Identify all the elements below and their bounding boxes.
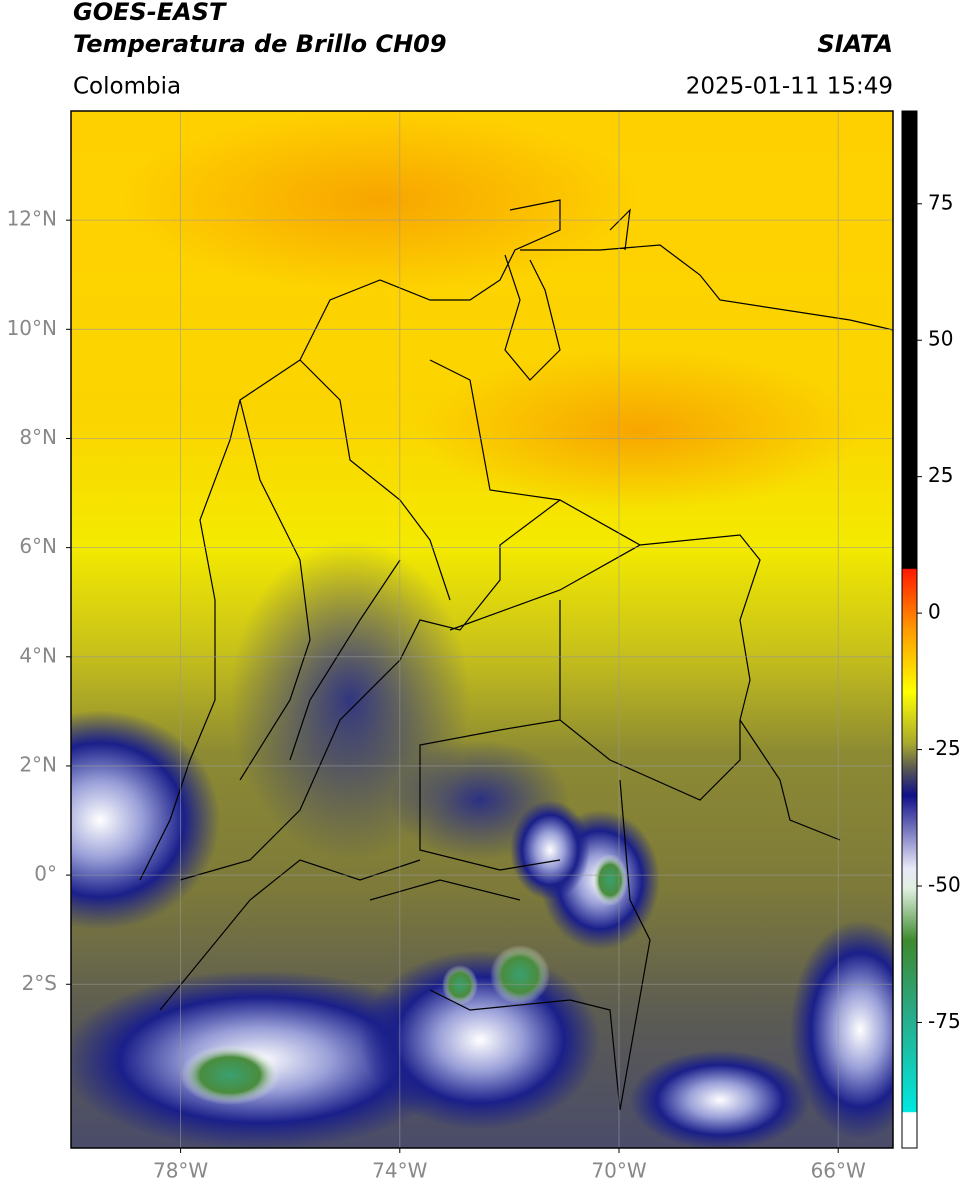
colorbar-tick-label: 50 [928,327,953,351]
lon-tick-label: 74°W [372,1159,427,1183]
source: SIATA [817,30,893,58]
region: Colombia [73,74,181,100]
map-frame [70,110,894,1149]
lon-tick-label: 78°W [153,1159,208,1183]
colorbar-tick-label: 25 [928,463,953,487]
colorbar-tick-label: 0 [928,600,941,624]
lat-tick-label: 2°S [22,971,57,995]
lat-tick-label: 4°N [19,643,57,667]
lat-tick-label: 8°N [19,425,57,449]
satellite-image [71,111,893,1148]
colorbar-tick-label: -25 [928,736,961,760]
colorbar-tick-label: -75 [928,1009,961,1033]
lat-tick-label: 2°N [19,752,57,776]
title: GOES-EAST [73,0,227,26]
datetime: 2025-01-11 15:49 [686,74,893,100]
subtitle: Temperatura de Brillo CH09 [73,30,447,58]
lat-tick-label: 6°N [19,534,57,558]
lon-tick-label: 66°W [811,1159,866,1183]
colorbar-tick-label: 75 [928,190,953,214]
lat-tick-label: 10°N [7,316,57,340]
lon-tick-label: 70°W [591,1159,646,1183]
lat-tick-label: 12°N [7,207,57,231]
lat-tick-label: 0° [34,862,57,886]
colorbar [901,110,918,1149]
colorbar-tick-label: -50 [928,873,961,897]
